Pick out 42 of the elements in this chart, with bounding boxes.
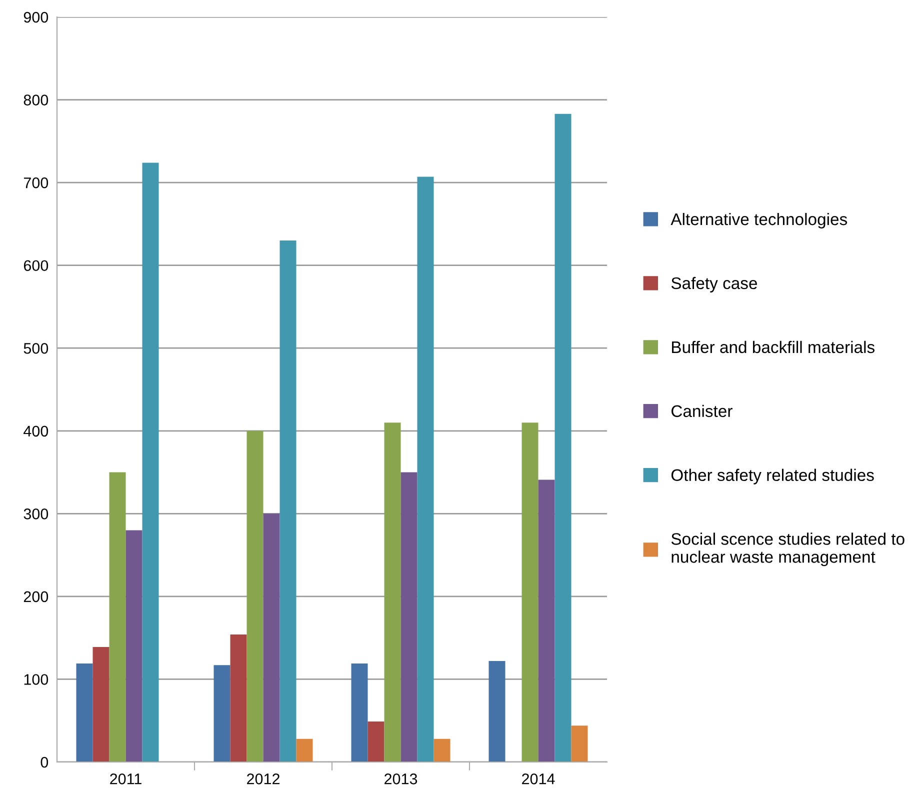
bar: [263, 514, 280, 762]
legend-label: Buffer and backfill materials: [672, 340, 874, 354]
y-tick-label: 900: [24, 12, 48, 23]
y-tick-label: 800: [24, 94, 48, 106]
bar: [246, 430, 264, 762]
bar: [126, 530, 142, 762]
y-tick-label: 600: [24, 260, 48, 272]
bar: [92, 646, 110, 762]
bar: [280, 240, 296, 762]
bar: [488, 661, 506, 762]
bar: [554, 114, 572, 762]
legend-label: Other safety related studies: [671, 468, 874, 484]
bar: [109, 472, 126, 762]
bar: [214, 665, 230, 762]
x-tick-label: 2012: [247, 774, 280, 784]
y-tick-label: 400: [24, 426, 48, 437]
bar: [230, 634, 247, 762]
x-tick-label: 2014: [522, 774, 555, 784]
y-tick-label: 200: [24, 591, 48, 602]
bar: [417, 176, 434, 762]
x-tick-label: 2013: [384, 774, 418, 784]
bar: [142, 162, 159, 762]
x-tick-label: 2011: [110, 774, 142, 784]
y-tick-label: 100: [24, 674, 48, 685]
bar: [434, 738, 450, 762]
bar: [538, 480, 555, 762]
bar: [296, 738, 313, 762]
y-tick-label: 300: [24, 508, 48, 520]
bar: [76, 663, 93, 762]
bar: [571, 726, 588, 762]
y-tick-label: 0: [40, 756, 48, 768]
y-tick-label: 500: [24, 342, 48, 354]
bar: [522, 422, 538, 762]
bar: [384, 422, 401, 762]
legend-label: Alternative technologies: [670, 212, 848, 228]
bar: [351, 663, 368, 762]
legend-label: Canister: [672, 404, 732, 418]
bar: [368, 721, 384, 762]
bar: [400, 472, 418, 762]
legend-label: Safety case: [671, 276, 758, 292]
legend-label: Social scence studies related to nuclear waste management: [671, 532, 904, 566]
y-tick-label: 700: [24, 177, 48, 188]
